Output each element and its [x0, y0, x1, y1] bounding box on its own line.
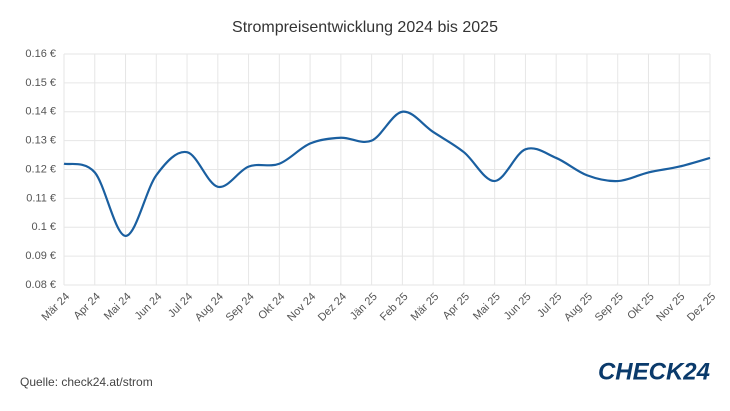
y-tick-label: 0.13 € [25, 135, 56, 147]
x-tick-label: Aug 24 [193, 291, 226, 324]
x-tick-label: Okt 24 [256, 291, 287, 322]
x-tick-label: Okt 25 [625, 291, 656, 322]
x-tick-label: Aug 25 [562, 291, 595, 324]
x-tick-label: Sep 24 [224, 291, 257, 324]
y-tick-label: 0.1 € [32, 221, 56, 233]
x-tick-label: Apr 24 [72, 291, 103, 322]
y-tick-label: 0.14 € [25, 106, 56, 118]
y-tick-label: 0.16 € [25, 48, 56, 60]
x-tick-label: Apr 25 [441, 291, 472, 322]
x-tick-label: Mai 24 [102, 291, 134, 323]
x-tick-label: Mär 24 [39, 291, 72, 324]
x-tick-label: Jän 25 [348, 291, 380, 323]
y-tick-label: 0.15 € [25, 77, 56, 89]
x-tick-label: Jul 25 [535, 291, 564, 320]
y-tick-label: 0.08 € [25, 279, 56, 291]
logo: CHECK24 [598, 358, 710, 385]
x-tick-label: Jul 24 [166, 291, 195, 320]
x-tick-label: Dez 24 [316, 291, 349, 324]
x-tick-label: Mai 25 [471, 291, 503, 323]
x-tick-label: Feb 25 [378, 291, 411, 324]
y-tick-label: 0.09 € [25, 250, 56, 262]
source-note: Quelle: check24.at/strom [20, 375, 153, 389]
line-series [63, 110, 711, 238]
x-tick-label: Nov 25 [654, 291, 687, 324]
y-tick-label: 0.11 € [26, 192, 56, 204]
x-tick-label: Jun 24 [133, 291, 165, 323]
chart-title: Strompreisentwicklung 2024 bis 2025 [232, 19, 498, 36]
x-tick-label: Dez 25 [685, 291, 718, 324]
x-tick-label: Jun 25 [502, 291, 534, 323]
x-tick-label: Sep 25 [593, 291, 626, 324]
x-tick-label: Mär 25 [409, 291, 442, 324]
y-tick-label: 0.12 € [25, 163, 56, 175]
x-tick-label: Nov 24 [285, 291, 318, 324]
